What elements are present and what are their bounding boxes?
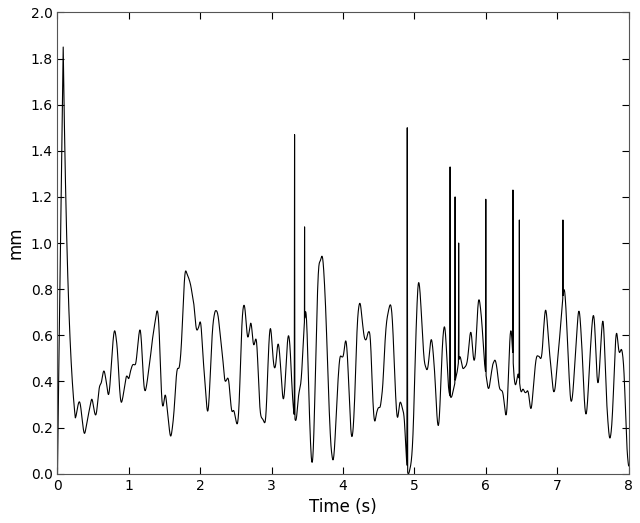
Y-axis label: mm: mm <box>7 227 25 259</box>
X-axis label: Time (s): Time (s) <box>309 498 377 516</box>
